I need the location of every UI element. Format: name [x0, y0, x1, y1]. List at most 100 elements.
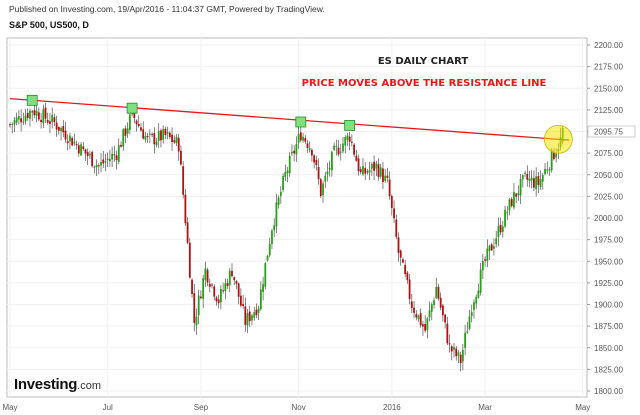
candle-down	[537, 176, 540, 185]
x-axis: May Jul Sep Nov 2016 Mar May	[2, 403, 590, 412]
y-tick-label: 2125.00	[594, 106, 623, 115]
candle-up	[501, 226, 504, 232]
candle-up	[457, 352, 460, 356]
candles-layer	[9, 102, 564, 372]
candle-down	[490, 244, 493, 251]
candle-down	[66, 141, 69, 144]
candle-down	[248, 311, 251, 322]
candle-up	[228, 270, 231, 286]
candle-down	[49, 121, 51, 124]
candle-down	[133, 109, 136, 119]
y-tick-label: 1975.00	[594, 236, 623, 245]
candle-down	[353, 144, 355, 155]
candle-up	[284, 172, 287, 178]
candle-down	[37, 112, 40, 120]
candle-up	[13, 120, 16, 125]
candle-down	[239, 295, 242, 306]
candle-up	[11, 123, 14, 125]
candle-up	[224, 283, 227, 291]
candle-up	[426, 318, 429, 330]
candle-up	[308, 148, 311, 151]
candle-down	[399, 250, 402, 258]
candle-up	[29, 110, 31, 119]
candle-down	[293, 150, 296, 154]
candle-up	[504, 209, 506, 227]
x-tick-label: Mar	[478, 403, 492, 412]
candle-down	[442, 305, 444, 316]
candle-down	[102, 159, 105, 164]
candle-up	[453, 347, 455, 350]
candle-down	[415, 314, 418, 318]
candle-down	[446, 323, 449, 344]
candle-up	[517, 193, 520, 196]
candle-down	[419, 313, 422, 326]
candle-down	[215, 297, 218, 302]
candle-up	[530, 177, 533, 181]
y-tick-label: 2050.00	[594, 171, 623, 180]
candle-down	[71, 137, 74, 146]
candle-up	[259, 289, 262, 310]
candle-up	[35, 110, 38, 116]
candle-up	[69, 135, 71, 142]
candle-down	[231, 270, 233, 277]
candle-down	[413, 307, 415, 313]
candle-up	[464, 332, 466, 348]
candle-up	[539, 179, 542, 187]
candle-up	[279, 191, 282, 197]
candle-down	[244, 306, 247, 325]
candle-up	[495, 238, 498, 245]
candle-down	[317, 166, 320, 180]
candle-up	[333, 145, 336, 150]
candle-up	[521, 175, 524, 180]
y-axis: 2200.002175.002150.002125.002100.002075.…	[587, 41, 623, 396]
candle-up	[528, 178, 531, 181]
candle-up	[524, 172, 526, 174]
candle-down	[350, 141, 353, 143]
resistance-touch-marker	[26, 94, 38, 106]
candle-up	[126, 128, 129, 134]
candle-up	[117, 145, 120, 162]
candle-down	[160, 130, 162, 141]
x-tick-label: 2016	[383, 403, 401, 412]
grid-layer	[7, 38, 587, 397]
candle-up	[541, 175, 544, 182]
candle-up	[273, 225, 276, 231]
candle-down	[515, 193, 518, 197]
resistance-line	[9, 97, 570, 141]
candle-up	[479, 269, 482, 293]
candle-down	[44, 107, 47, 119]
resistance-touch-marker	[344, 120, 356, 131]
candle-down	[359, 169, 362, 173]
candle-up	[51, 114, 54, 122]
candle-down	[397, 237, 400, 253]
candle-down	[86, 152, 89, 157]
candle-up	[271, 230, 273, 245]
candle-up	[493, 246, 495, 249]
candle-up	[93, 166, 96, 168]
candle-up	[477, 290, 480, 298]
candle-down	[526, 173, 529, 180]
brand-suffix: .com	[77, 380, 101, 392]
candle-up	[368, 169, 371, 173]
candle-up	[157, 130, 160, 141]
candle-up	[80, 144, 82, 156]
candle-down	[424, 324, 427, 331]
candle-down	[9, 124, 11, 126]
candle-down	[422, 324, 424, 327]
candle-up	[204, 268, 207, 281]
candle-up	[109, 158, 111, 162]
candle-up	[220, 289, 222, 303]
candle-up	[246, 313, 249, 326]
candle-down	[211, 284, 213, 286]
investing-logo: Investing.com	[14, 376, 101, 393]
candle-up	[257, 308, 260, 313]
candle-down	[168, 132, 171, 137]
candle-down	[533, 178, 535, 188]
candle-up	[302, 136, 304, 141]
candle-down	[31, 111, 34, 113]
candle-up	[548, 169, 551, 171]
y-tick-label: 1800.00	[594, 387, 623, 396]
x-tick-label: Sep	[194, 403, 209, 412]
candle-down	[408, 279, 411, 300]
candle-down	[120, 144, 122, 147]
